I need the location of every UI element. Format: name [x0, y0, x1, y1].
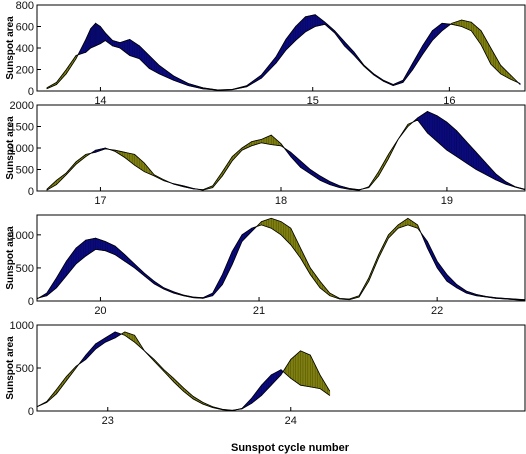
- series-line-1: [36, 331, 331, 412]
- cycle-label: 16: [443, 95, 455, 107]
- panel-4: 0 500 1000 23 24 Sunspot area: [5, 320, 526, 427]
- series-line-2: [36, 331, 331, 411]
- series-line-2: [46, 119, 526, 191]
- panel-3: 0 500 1000 20 21 22 Sunspot area: [5, 214, 526, 317]
- y-tick-label: 800: [16, 0, 34, 12]
- cycle-label: 22: [431, 305, 443, 317]
- series-line-2: [46, 19, 521, 91]
- y-tick-label: 1000: [10, 320, 34, 332]
- cycle-label: 23: [102, 415, 114, 427]
- cycle-label: 18: [275, 195, 287, 207]
- y-tick-label: 500: [16, 165, 34, 177]
- x-axis-label: Sunspot cycle number: [231, 442, 350, 454]
- cycle-label: 20: [94, 305, 106, 317]
- y-tick-label: 500: [16, 263, 34, 275]
- y-tick-label: 200: [16, 65, 34, 77]
- y-tick-label: 0: [28, 186, 34, 198]
- cycle-label: 17: [94, 195, 106, 207]
- series-line-1: [46, 14, 521, 91]
- series-line-1: [36, 224, 526, 301]
- y-tick-label: 2000: [10, 100, 34, 112]
- series-line-1: [46, 111, 526, 191]
- y-tick-label: 1000: [10, 230, 34, 242]
- cycle-label: 24: [285, 415, 297, 427]
- y-tick-label: 400: [16, 43, 34, 55]
- y-tick-label: 600: [16, 22, 34, 34]
- axes-frame: [36, 214, 526, 302]
- y-axis-label: Sunspot area: [5, 116, 16, 180]
- y-tick-label: 0: [28, 86, 34, 98]
- cycle-label: 21: [253, 305, 265, 317]
- y-axis-label: Sunspot area: [5, 16, 16, 80]
- cycle-label: 19: [441, 195, 453, 207]
- cycle-label: 14: [94, 95, 106, 107]
- panel-2: 0 500 1000 1500 2000 17 18 19 Sunspot area: [5, 100, 526, 207]
- y-tick-label: 0: [28, 406, 34, 418]
- y-tick-label: 1000: [10, 143, 34, 155]
- y-axis-label: Sunspot area: [5, 336, 16, 400]
- series-line-2: [36, 217, 526, 301]
- y-tick-label: 0: [28, 296, 34, 308]
- cycle-label: 15: [307, 95, 319, 107]
- y-tick-label: 1500: [10, 122, 34, 134]
- y-tick-label: 500: [16, 363, 34, 375]
- y-axis-label: Sunspot area: [5, 226, 16, 290]
- panel-1: 0 200 400 600 800 14 15 16 Sunspot area: [5, 0, 526, 107]
- band-segment: [282, 358, 292, 379]
